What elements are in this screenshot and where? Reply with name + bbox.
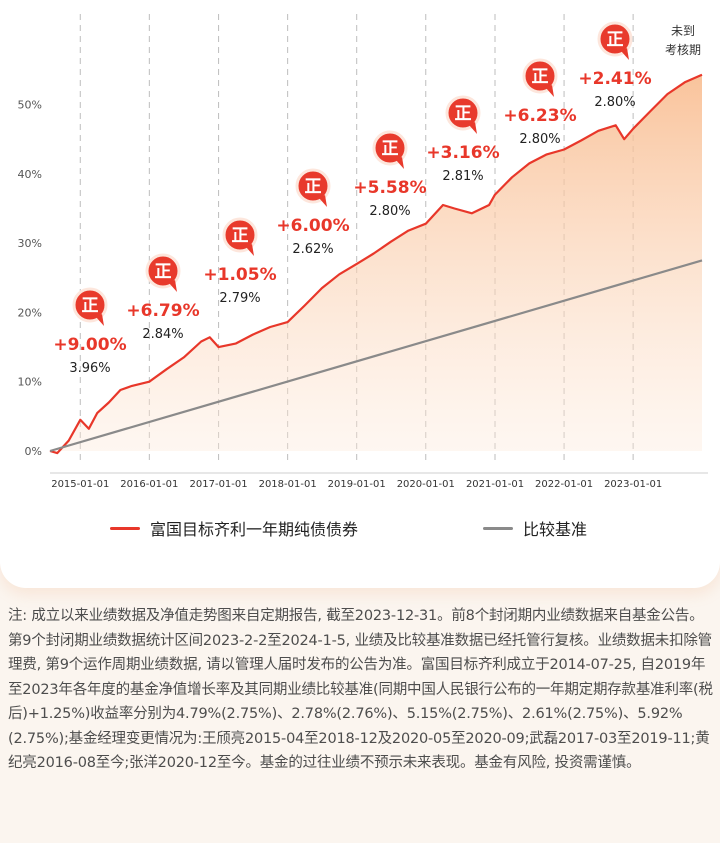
y-tick-label: 30% (18, 237, 42, 250)
period-annotation: 正 +6.79% 2.84% (126, 253, 200, 342)
footnote: 注: 成立以来业绩数据及净值走势图来自定期报告, 截至2023-12-31。前8… (8, 608, 713, 771)
y-tick-label: 20% (18, 306, 42, 319)
benchmark-label: 2.80% (594, 95, 635, 110)
badge-circle (72, 287, 108, 323)
benchmark-line (49, 259, 703, 453)
gain-label: +6.00% (276, 216, 349, 236)
badge-label: 正 (532, 67, 549, 87)
badge-circle (222, 217, 258, 253)
period-annotation: 正 +9.00% 3.96% (53, 287, 127, 376)
legend-item-fund: 富国目标齐利一年期纯债债券 (110, 516, 358, 540)
benchmark-label: 2.62% (292, 242, 333, 257)
period-annotation: 正 +6.00% 2.62% (276, 168, 350, 257)
x-tick-label: 2019-01-01 (328, 479, 386, 490)
y-tick-label: 0% (25, 445, 42, 458)
badge-circle (597, 21, 633, 57)
badge-tail (396, 157, 404, 169)
period-annotation: 正 +2.41% 2.80% (578, 21, 652, 110)
x-tick-label: 2018-01-01 (259, 479, 317, 490)
badge-tail (169, 280, 177, 292)
benchmark-label: 2.79% (219, 291, 260, 306)
gain-label: +2.41% (578, 69, 651, 89)
x-tick-label: 2017-01-01 (190, 479, 248, 490)
period-annotation: 正 +1.05% 2.79% (203, 217, 277, 306)
benchmark-label: 3.96% (69, 361, 110, 376)
legend-swatch-benchmark (483, 526, 513, 530)
y-tick-label: 10% (18, 376, 42, 389)
legend: 富国目标齐利一年期纯债债券 比较基准 (0, 516, 720, 540)
badge-circle (372, 130, 408, 166)
badge-circle (295, 168, 331, 204)
x-tick-label: 2016-01-01 (120, 479, 178, 490)
badge-tail (246, 244, 254, 256)
benchmark-label: 2.84% (142, 327, 183, 342)
benchmark-label: 2.81% (442, 169, 483, 184)
badge-label: 正 (82, 296, 99, 316)
period-annotation: 正 +3.16% 2.81% (426, 95, 500, 184)
badge-label: 正 (455, 104, 472, 124)
x-tick-label: 2015-01-01 (51, 479, 109, 490)
badge-tail (469, 122, 477, 134)
legend-item-benchmark: 比较基准 (483, 516, 587, 540)
badge-tail (546, 85, 554, 97)
badge-circle (522, 58, 558, 94)
gain-label: +6.23% (503, 106, 576, 126)
fund-line (49, 73, 703, 455)
benchmark-label: 2.80% (519, 132, 560, 147)
badge-label: 正 (607, 30, 624, 50)
badge-label: 正 (232, 226, 249, 246)
legend-label-fund: 富国目标齐利一年期纯债债券 (150, 520, 359, 539)
badge-label: 正 (382, 139, 399, 159)
x-tick-label: 2020-01-01 (397, 479, 455, 490)
badge-label: 正 (305, 177, 322, 197)
period-annotation: 正 +6.23% 2.80% (503, 58, 577, 147)
end-note-line1: 未到 (671, 24, 695, 38)
fund-area (50, 74, 702, 454)
gain-label: +6.79% (126, 301, 199, 321)
end-note-line2: 考核期 (665, 43, 701, 57)
performance-chart: 0% 10% 20% 30% 40% 50% 2015-01-01 2016-01-01 201… (18, 14, 708, 490)
gain-label: +3.16% (426, 143, 499, 163)
badge-label: 正 (155, 262, 172, 282)
x-tick-label: 2023-01-01 (604, 479, 662, 490)
benchmark-label: 2.80% (369, 204, 410, 219)
gain-label: +1.05% (203, 265, 276, 285)
badge-tail (96, 314, 104, 326)
y-tick-label: 50% (18, 99, 42, 112)
badge-circle (145, 253, 181, 289)
legend-label-benchmark: 比较基准 (523, 520, 588, 539)
badge-circle (445, 95, 481, 131)
gain-label: +9.00% (53, 335, 126, 355)
x-tick-label: 2021-01-01 (466, 479, 524, 490)
x-tick-label: 2022-01-01 (535, 479, 593, 490)
y-tick-label: 40% (18, 168, 42, 181)
legend-swatch-fund (110, 526, 140, 530)
gain-label: +5.58% (353, 178, 426, 198)
badge-tail (319, 195, 327, 207)
period-annotation: 正 +5.58% 2.80% (353, 130, 427, 219)
badge-tail (621, 48, 629, 60)
